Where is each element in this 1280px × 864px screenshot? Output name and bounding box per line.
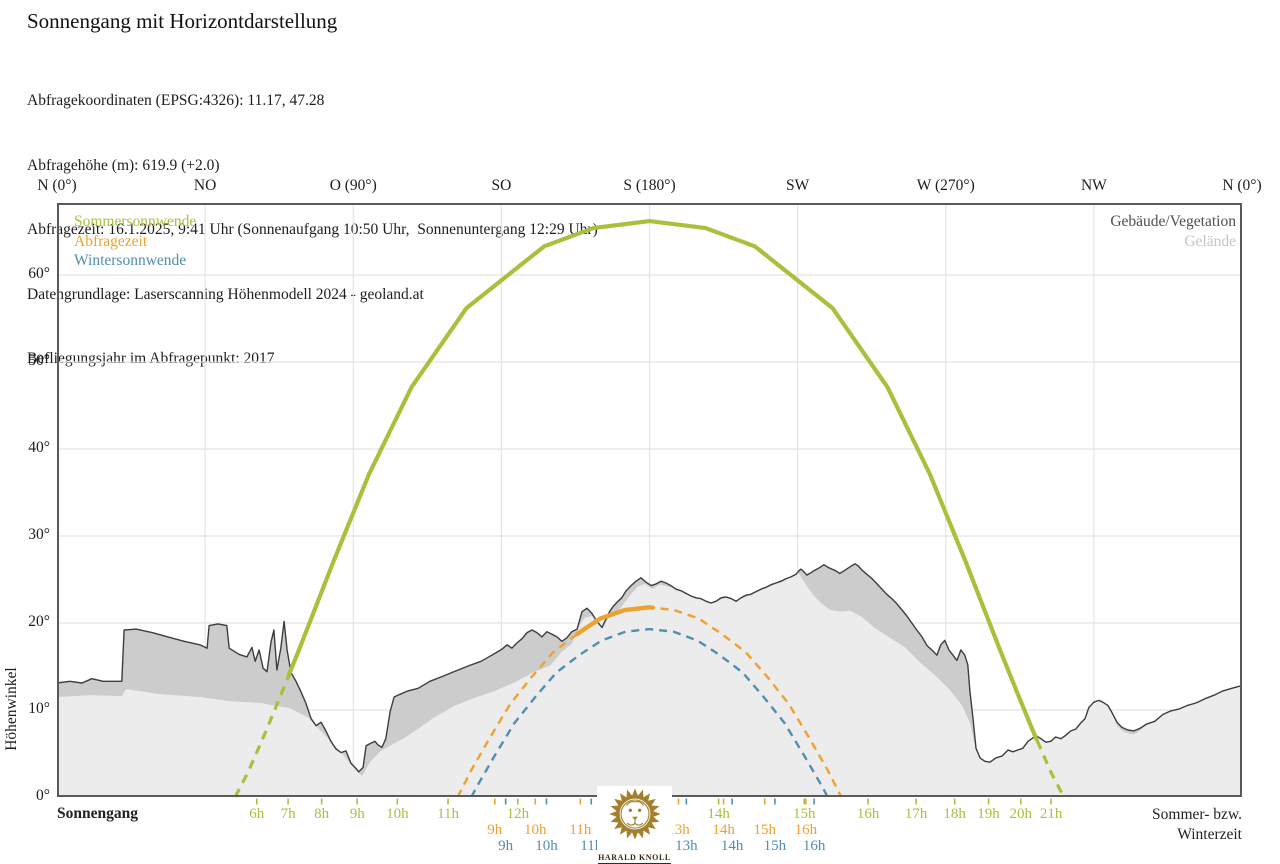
compass-label: NO (193, 177, 217, 194)
compass-label: W (270°) (916, 177, 975, 194)
lion-logo-icon (608, 788, 661, 840)
elevation-tick-label: 10° (28, 700, 50, 717)
horizon-outline (56, 563, 1243, 773)
sommersonnwende-hour-label: 8h (314, 806, 330, 822)
sommersonnwende-hour-label: 19h (977, 806, 1000, 822)
elevation-tick-label: 50° (28, 352, 50, 369)
abfragezeit-hour-label: 9h (487, 822, 503, 838)
elevation-tick-label: 0° (36, 787, 50, 804)
wintersonnwende-curve-dashed (470, 627, 829, 798)
lion-logo-shape (625, 800, 644, 806)
sommersonnwende-hour-label: 7h (280, 806, 296, 822)
sommersonnwende-hour-label: 16h (856, 806, 880, 822)
abfragezeit-hour-label: 11h (569, 822, 592, 838)
compass-label: O (90°) (329, 177, 377, 194)
bottom-axis-title: Sonnengang (57, 805, 138, 822)
sommersonnwende-hour-label: 20h (1009, 806, 1033, 822)
sommersonnwende-hour-label: 14h (707, 806, 730, 822)
time-reference-line1: Sommer- bzw. (1152, 806, 1242, 823)
wintersonnwende-hour-label: 10h (535, 838, 558, 854)
legend-winter-solstice: Wintersonnwende (74, 252, 187, 269)
sommersonnwende-hour-label: 15h (792, 806, 816, 822)
abfragezeit-hour-label: 14h (712, 822, 735, 838)
sommersonnwende-hour-label: 9h (349, 806, 365, 822)
lion-logo-shape (631, 816, 638, 821)
compass-label: N (0°) (1222, 177, 1262, 194)
meta-elevation: Abfragehöhe (m): 619.9 (+2.0) (27, 156, 220, 174)
elevation-tick-label: 60° (28, 265, 50, 282)
time-reference-note: Sommer- bzw. Winterzeit (1152, 805, 1242, 845)
y-axis-title: Höhenwinkel (3, 667, 20, 751)
elevation-tick-label: 40° (28, 439, 50, 456)
curve-legend: Sommersonnwende Abfragezeit Wintersonnwe… (74, 212, 196, 271)
compass-label: N (0°) (37, 177, 77, 194)
lion-logo-shape (619, 799, 650, 829)
abfragezeit-hour-label: 10h (524, 822, 547, 838)
abfragezeit-curve-solid (574, 605, 655, 637)
legend-summer-solstice: Sommersonnwende (74, 213, 197, 230)
compass-label: NW (1080, 177, 1107, 194)
sommersonnwende-hour-label: 17h (904, 806, 928, 822)
sommersonnwende-hour-label: 21h (1039, 806, 1063, 822)
lion-logo-shape (628, 808, 632, 812)
terrain-area (57, 572, 1242, 797)
legend-buildings-vegetation: Gebäude/Vegetation (1110, 213, 1236, 230)
compass-label: S (180°) (623, 177, 676, 194)
elevation-tick-label: 20° (28, 613, 50, 630)
wintersonnwende-hour-label: 14h (720, 838, 744, 854)
wintersonnwende-hour-label: 11h (580, 838, 603, 854)
abfragezeit-hour-label: 16h (794, 822, 818, 838)
legend-terrain: Gelände (1184, 232, 1236, 250)
meta-query-time: Abfragezeit: 16.1.2025, 9:41 Uhr (Sonnen… (27, 221, 598, 238)
abfragezeit-hour-label: 15h (753, 822, 776, 838)
query-metadata: Abfragekoordinaten (EPSG:4326): 11.17, 4… (27, 47, 598, 413)
wintersonnwende-hour-label: 15h (763, 838, 787, 854)
legend-query-time: Abfragezeit (74, 232, 148, 250)
lion-logo-shape (619, 798, 650, 830)
sommersonnwende-hour-label: 12h (506, 806, 530, 822)
wintersonnwende-hour-label: 16h (802, 838, 826, 854)
compass-label: SO (491, 177, 512, 194)
company-logo: HARALD KNOLL IMMOBILIEN (597, 786, 672, 864)
wintersonnwende-hour-label: 13h (675, 838, 698, 854)
compass-label: SW (786, 177, 810, 194)
logo-name: HARALD KNOLL (598, 853, 671, 864)
elevation-tick-label: 30° (28, 526, 50, 543)
sommersonnwende-hour-label: 6h (249, 806, 265, 822)
sommersonnwende-curve-solid (286, 218, 1039, 742)
meta-data-source: Datengrundlage: Laserscanning Höhenmodel… (27, 285, 424, 303)
lion-logo-shape (626, 819, 643, 826)
abfragezeit-hour-label: 13h (667, 822, 690, 838)
wintersonnwende-hour-label: 9h (498, 838, 514, 854)
lion-logo-shape (637, 808, 641, 812)
meta-coordinates: Abfragekoordinaten (EPSG:4326): 11.17, 4… (27, 92, 325, 109)
sommersonnwende-hour-label: 18h (943, 806, 966, 822)
page-title: Sonnengang mit Horizontdarstellung (27, 9, 338, 33)
horizon-legend: Gebäude/Vegetation Gelände (1110, 212, 1236, 251)
sommersonnwende-hour-label: 10h (386, 806, 409, 822)
sommersonnwende-hour-label: 11h (437, 806, 460, 822)
time-reference-line2: Winterzeit (1177, 826, 1242, 843)
meta-survey-year: Befliegungsjahr im Abfragepunkt: 2017 (27, 350, 275, 367)
